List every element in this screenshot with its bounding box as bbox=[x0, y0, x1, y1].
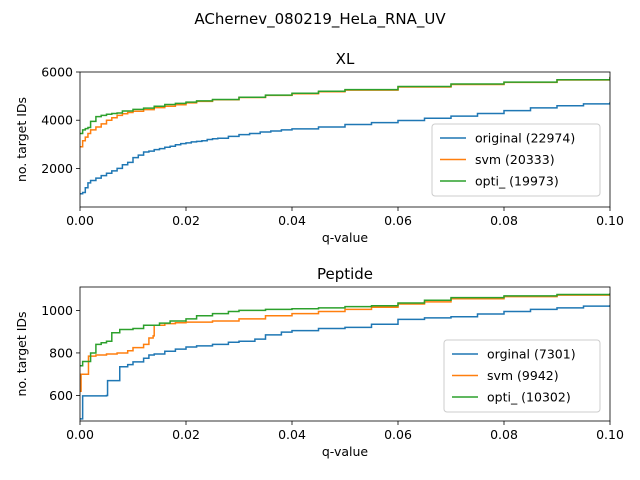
xl-panel-title: XL bbox=[336, 50, 355, 68]
xl-legend-label-0: original (22974) bbox=[475, 131, 575, 146]
peptide-y-tick-label: 600 bbox=[49, 388, 73, 403]
peptide-series-line-1 bbox=[80, 293, 610, 392]
xl-x-axis-label: q-value bbox=[322, 230, 369, 245]
peptide-legend-label-2: opti_ (10302) bbox=[487, 390, 571, 405]
xl-x-tick-label: 0.06 bbox=[384, 213, 412, 228]
xl-legend-box bbox=[431, 123, 601, 197]
peptide-y-tick-label: 800 bbox=[49, 345, 73, 360]
xl-series-line-0 bbox=[80, 102, 610, 195]
xl-panel: 0.00 0.02 0.04 0.06 0.08 0.10 2000 4000 6000 XL q-… bbox=[14, 50, 624, 245]
peptide-x-tick-label: 0.08 bbox=[490, 427, 518, 442]
xl-x-tick-label: 0.00 bbox=[66, 213, 94, 228]
xl-y-tick-label: 4000 bbox=[41, 113, 73, 128]
peptide-legend-label-1: svm (9942) bbox=[487, 368, 559, 383]
xl-x-tick-label: 0.08 bbox=[490, 213, 518, 228]
peptide-legend-label-0: orginal (7301) bbox=[487, 347, 576, 362]
xl-legend-label-1: svm (20333) bbox=[475, 152, 555, 167]
figure-suptitle: AChernev_080219_HeLa_RNA_UV bbox=[194, 10, 446, 29]
xl-x-tick-label: 0.04 bbox=[278, 213, 306, 228]
peptide-series-line-2 bbox=[80, 293, 610, 367]
xl-legend: original (22974) svm (20333) opti_ (19973) bbox=[431, 123, 601, 197]
xl-y-tick-label: 2000 bbox=[41, 161, 73, 176]
peptide-legend-box bbox=[443, 339, 601, 413]
xl-x-tick-label: 0.10 bbox=[596, 213, 624, 228]
xl-x-tick-label: 0.02 bbox=[172, 213, 200, 228]
peptide-y-tick-label: 1000 bbox=[41, 303, 73, 318]
peptide-x-axis-label: q-value bbox=[322, 444, 369, 459]
peptide-x-tick-label: 0.10 bbox=[596, 427, 624, 442]
peptide-x-tick-label: 0.06 bbox=[384, 427, 412, 442]
peptide-x-tick-label: 0.02 bbox=[172, 427, 200, 442]
xl-y-tick-label: 6000 bbox=[41, 65, 73, 80]
peptide-panel: 0.00 0.02 0.04 0.06 0.08 0.10 600 800 1000 Peptid… bbox=[14, 265, 624, 459]
xl-series-line-2 bbox=[80, 76, 610, 135]
peptide-x-tick-label: 0.00 bbox=[66, 427, 94, 442]
peptide-series-line-0 bbox=[80, 305, 610, 420]
peptide-y-axis-label: no. target IDs bbox=[14, 311, 29, 396]
xl-y-axis-label: no. target IDs bbox=[14, 97, 29, 182]
peptide-axes-frame bbox=[79, 286, 611, 422]
peptide-panel-title: Peptide bbox=[317, 265, 373, 283]
xl-axes-frame bbox=[79, 71, 611, 208]
peptide-legend: orginal (7301) svm (9942) opti_ (10302) bbox=[443, 339, 601, 413]
xl-legend-label-2: opti_ (19973) bbox=[475, 174, 559, 189]
peptide-x-tick-label: 0.04 bbox=[278, 427, 306, 442]
